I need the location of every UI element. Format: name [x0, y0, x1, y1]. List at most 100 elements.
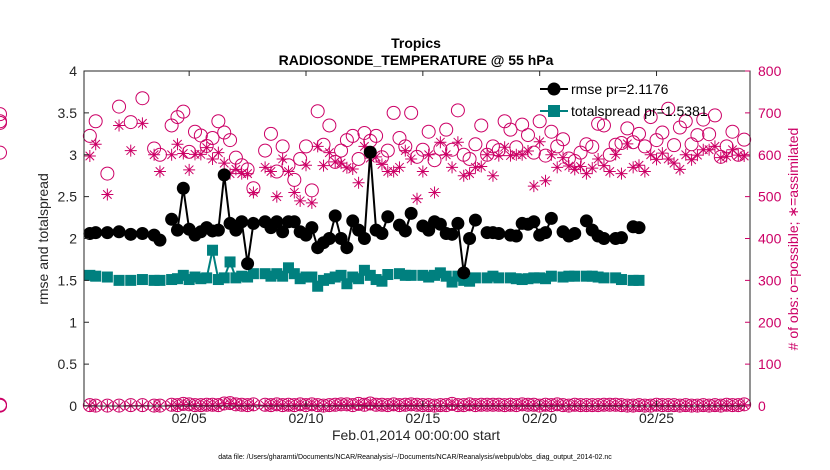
totalspread-marker [195, 273, 207, 285]
totalspread-marker [201, 272, 213, 284]
rmse-marker [451, 216, 465, 230]
obs-assimilated-marker [469, 161, 482, 174]
rmse-marker [381, 210, 395, 224]
totalspread-marker [323, 273, 335, 285]
chart-subtitle: RADIOSONDE_TEMPERATURE @ 55 hPa [279, 52, 554, 68]
obs-possible-marker [100, 166, 115, 181]
obs-possible-marker [556, 132, 571, 147]
totalspread-marker [265, 270, 277, 282]
obs-assimilated-marker [691, 149, 704, 162]
obs-possible-marker [521, 128, 535, 143]
totalspread-marker [586, 270, 598, 282]
plot-frame [83, 70, 751, 407]
obs-assimilated-marker [276, 152, 289, 165]
obs-possible-marker [88, 114, 103, 129]
totalspread-marker [464, 275, 476, 287]
obs-assimilated-marker [592, 152, 605, 165]
totalspread-marker [370, 274, 382, 286]
rmse-marker [276, 225, 290, 239]
totalspread-marker [429, 269, 441, 281]
obs-possible-marker [0, 107, 7, 122]
y2-tick-label: 800 [758, 63, 782, 79]
rmse-marker [457, 266, 471, 280]
obs-assimilated-marker [270, 398, 283, 411]
totalspread-marker [113, 274, 125, 286]
plot-area [0, 92, 752, 413]
x-tick-label: 02/20 [522, 410, 557, 426]
obs-assimilated-marker [446, 161, 459, 174]
obs-assimilated-marker [317, 159, 330, 172]
rmse-marker [579, 214, 593, 228]
totalspread-marker [487, 270, 499, 282]
y-tick-label: 4 [69, 63, 77, 79]
obs-assimilated-marker [358, 399, 371, 412]
obs-assimilated-marker [352, 176, 365, 189]
totalspread-marker [452, 270, 464, 282]
obs-assimilated-marker [662, 152, 675, 165]
totalspread-marker [434, 267, 446, 279]
obs-possible-marker [661, 101, 676, 116]
obs-possible-marker [515, 117, 530, 132]
obs-assimilated-marker [638, 165, 651, 178]
obs-assimilated-marker [650, 153, 663, 166]
obs-possible-marker [725, 124, 740, 139]
y-axis-right: 0 100 200 300 400 500 600 700 800 [745, 63, 782, 414]
y2-tick-label: 100 [758, 356, 782, 372]
totalspread-marker [405, 269, 417, 281]
rmse-marker [328, 209, 342, 223]
rmse-marker [176, 181, 190, 195]
obs-assimilated-marker [270, 190, 283, 203]
totalspread-marker [247, 268, 259, 280]
obs-possible-marker [287, 172, 302, 187]
rmse-marker [165, 212, 179, 226]
y2-tick-label: 300 [758, 272, 782, 288]
totalspread-marker [101, 271, 113, 283]
obs-possible-marker [0, 115, 7, 130]
obs-possible-marker [123, 115, 138, 130]
obs-possible-marker [363, 396, 378, 411]
totalspread-marker [627, 274, 639, 286]
obs-assimilated-marker [463, 167, 476, 180]
obs-assimilated-marker [422, 148, 435, 161]
obs-possible-marker [667, 138, 682, 153]
obs-possible-marker [386, 105, 401, 120]
totalspread-marker [358, 264, 370, 276]
legend-spread-marker [548, 105, 560, 117]
totalspread-marker [510, 273, 522, 285]
totalspread-marker [458, 274, 470, 286]
totalspread-marker [183, 274, 195, 286]
totalspread-marker [610, 272, 622, 284]
obs-assimilated-marker [335, 157, 348, 170]
obs-assimilated-marker [621, 137, 634, 150]
obs-assimilated-marker [200, 141, 213, 154]
obs-assimilated-marker [241, 167, 254, 180]
rmse-marker [124, 227, 138, 241]
obs-assimilated-marker [738, 398, 751, 411]
rmse-marker [363, 145, 377, 159]
rmse-marker [241, 257, 255, 271]
rmse-marker [509, 229, 523, 243]
obs-assimilated-marker [656, 147, 669, 160]
rmse-marker [539, 226, 553, 240]
y-tick-label: 2 [69, 231, 77, 247]
obs-assimilated-marker [451, 136, 464, 149]
totalspread-marker [277, 270, 289, 282]
rmse-marker [597, 232, 611, 245]
obs-assimilated-marker [89, 138, 102, 151]
obs-assimilated-marker [475, 160, 488, 173]
obs-assimilated-marker [323, 146, 336, 159]
obs-possible-marker [503, 122, 518, 137]
y-axis-left: 0 0.5 1 1.5 2 2.5 3 3.5 4 [58, 63, 89, 414]
obs-possible-marker [410, 149, 424, 164]
obs-assimilated-marker [463, 398, 476, 411]
obs-assimilated-marker [247, 398, 260, 411]
totalspread-marker [417, 269, 429, 281]
obs-possible-marker [217, 125, 232, 140]
obs-possible-marker [591, 116, 606, 131]
obs-possible-marker [369, 128, 384, 143]
rmse-marker [112, 225, 126, 239]
obs-assimilated-marker [522, 144, 534, 157]
totalspread-marker [522, 273, 534, 285]
y-tick-label: 3 [69, 147, 77, 163]
